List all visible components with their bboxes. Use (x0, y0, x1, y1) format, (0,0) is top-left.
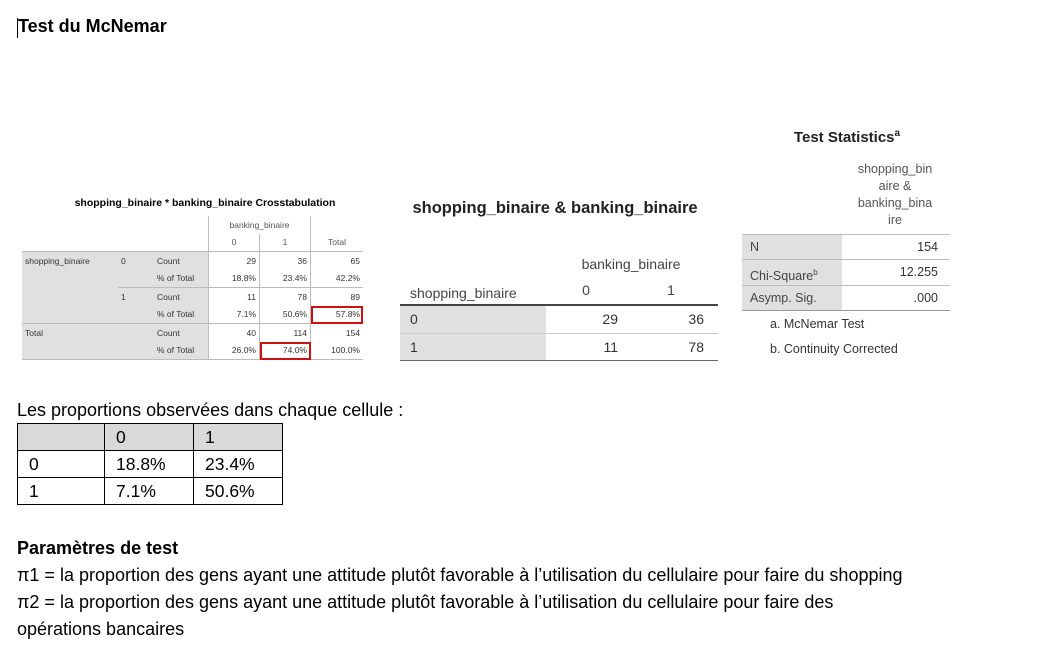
test-stats-footnote: b. Continuity Corrected (770, 342, 898, 356)
test-stats-row: N 154 (742, 234, 950, 260)
crosstab-cell-highlighted: 74.0% (259, 341, 311, 360)
crosstab-cell: 11 (208, 287, 260, 306)
crosstab-row-0: 0 (118, 251, 154, 270)
prop-header-cell (17, 423, 105, 451)
crosstab-total-label: Total (22, 323, 154, 342)
pair-cell: 11 (603, 339, 618, 355)
test-stats-value: 12.255 (899, 265, 938, 279)
test-stats-bottom-rule (742, 310, 950, 311)
test-stats-row: Chi-Squareb 12.255 (742, 259, 950, 285)
test-stats-row: Asymp. Sig. .000 (742, 285, 950, 311)
test-stats-label: N (742, 235, 842, 260)
crosstab-cell: 36 (259, 251, 311, 270)
test-stats-col-header-line: ire (888, 213, 902, 227)
crosstab-cell: 100.0% (310, 341, 363, 360)
crosstab-cell: 29 (208, 251, 260, 270)
prop-header-cell: 1 (193, 423, 283, 451)
pair-row-label-1: 1 (400, 334, 546, 361)
test-stats-value: .000 (913, 291, 938, 305)
pair-row-divider (400, 333, 718, 334)
crosstab-cell: 114 (259, 323, 311, 342)
crosstab-cell: 42.2% (310, 269, 363, 288)
params-title: Paramètres de test (17, 538, 179, 558)
pair-col-0: 0 (582, 282, 590, 298)
crosstab-table: banking_binaire 0 1 Total shopping_binai… (22, 216, 363, 360)
test-stats-value: 154 (917, 240, 938, 254)
pair-col-1: 1 (667, 282, 675, 298)
prop-cell: 1 (17, 477, 105, 505)
crosstab-col-1: 1 (259, 233, 311, 252)
test-stats-col-header-line: aire & (878, 179, 912, 193)
pair-cell: 78 (688, 339, 704, 355)
proportions-table: 0 1 0 18.8% 23.4% 1 7.1% 50.6% (17, 423, 283, 505)
crosstab-col-total: Total (310, 233, 363, 252)
pair-header-rule (400, 304, 718, 306)
document-title: Test du McNemar (18, 16, 167, 37)
test-stats-title: Test Statisticsa (742, 128, 952, 146)
crosstab-cell: 7.1% (208, 305, 260, 324)
pair-table-title: shopping_binaire & banking_binaire (412, 199, 698, 217)
crosstab-title: shopping_binaire * banking_binaire Cross… (74, 197, 336, 209)
pair-cell: 29 (602, 311, 618, 327)
test-stats-col-header-line: shopping_bin (857, 162, 933, 176)
title-text: Test du McNemar (18, 16, 167, 36)
crosstab-row-1: 1 (118, 287, 154, 306)
crosstab-stat-count: Count (154, 323, 209, 342)
param-line-pi1: π1 = la proportion des gens ayant une at… (17, 565, 903, 585)
test-stats-label-sup: b (813, 268, 818, 277)
crosstab-stat-count: Count (154, 251, 209, 270)
pair-row-var: shopping_binaire (410, 285, 517, 301)
crosstab-col-0: 0 (208, 233, 260, 252)
test-stats-title-text: Test Statistics (793, 129, 895, 146)
crosstab-stat-pct: % of Total (154, 341, 209, 360)
crosstab-cell: 154 (310, 323, 363, 342)
crosstab-col-var: banking_binaire (208, 216, 311, 234)
pair-row-label-0: 0 (400, 306, 546, 333)
prop-cell: 23.4% (193, 450, 283, 478)
pair-bottom-rule (400, 360, 718, 361)
crosstab-cell: 18.8% (208, 269, 260, 288)
crosstab-cell: 26.0% (208, 341, 260, 360)
test-stats-label-text: Asymp. Sig. (750, 291, 817, 305)
crosstab-cell: 89 (310, 287, 363, 306)
crosstab-stat-pct: % of Total (154, 305, 209, 324)
test-stats-col-header: shopping_bin aire & banking_bina ire (846, 161, 944, 229)
crosstab-cell: 40 (208, 323, 260, 342)
text-cursor (17, 18, 18, 38)
test-stats-label: Asymp. Sig. (742, 286, 842, 311)
prop-cell: 0 (17, 450, 105, 478)
test-stats-label: Chi-Squareb (742, 260, 842, 285)
pair-col-var: banking_binaire (581, 256, 681, 272)
test-stats-label-text: N (750, 240, 760, 254)
test-stats-label-text: Chi-Square (750, 269, 814, 284)
crosstab-cell: 65 (310, 251, 363, 270)
test-stats-col-header-line: banking_bina (857, 196, 933, 210)
prop-cell: 50.6% (193, 477, 283, 505)
proportions-intro: Les proportions observées dans chaque ce… (17, 400, 404, 420)
crosstab-stat-pct: % of Total (154, 269, 209, 288)
pair-cell: 36 (688, 311, 704, 327)
crosstab-row-var: shopping_binaire (22, 251, 118, 270)
test-stats-title-sup: a (894, 128, 901, 139)
test-stats-footnote: a. McNemar Test (770, 317, 865, 331)
crosstab-cell: 23.4% (259, 269, 311, 288)
crosstab-cell: 50.6% (259, 305, 311, 324)
prop-cell: 7.1% (104, 477, 194, 505)
param-line-pi2: π2 = la proportion des gens ayant une at… (17, 592, 834, 612)
crosstab-stat-count: Count (154, 287, 209, 306)
crosstab-cell-highlighted: 57.8% (310, 305, 363, 324)
param-line-continued: opérations bancaires (17, 619, 185, 639)
prop-cell: 18.8% (104, 450, 194, 478)
prop-header-cell: 0 (104, 423, 194, 451)
crosstab-cell: 78 (259, 287, 311, 306)
